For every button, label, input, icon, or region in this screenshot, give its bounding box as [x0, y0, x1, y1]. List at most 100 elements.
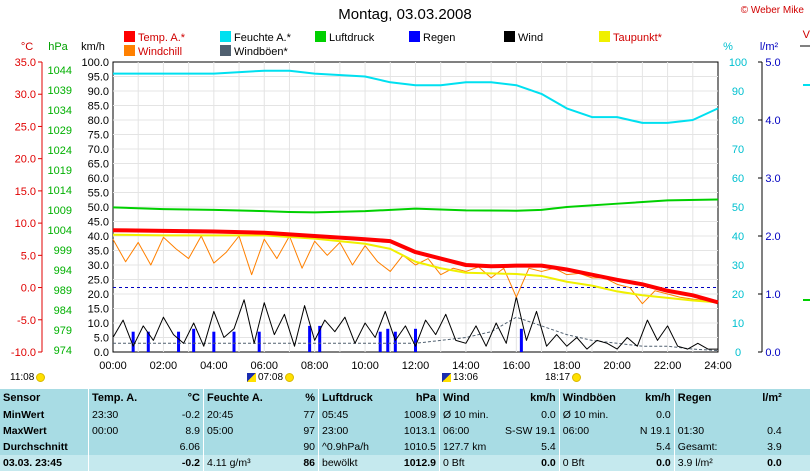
table-cell [737, 407, 785, 423]
table-cell: 97 [303, 425, 315, 437]
table-spacer [785, 407, 810, 423]
wind-tick-label: 50.0 [88, 202, 109, 214]
wind-tick-label: 35.0 [88, 246, 109, 258]
rain-tick-label: 4.0 [765, 115, 780, 127]
series-line-feuchtea [113, 69, 719, 124]
rain-bar [146, 331, 150, 352]
sun-icon [572, 372, 582, 382]
wind-tick-label: 10.0 [88, 318, 109, 330]
table-header: l/m² [762, 392, 782, 404]
legend-swatch [315, 31, 326, 42]
table-cell: 5.4 [656, 441, 671, 453]
table-cell: MaxWert [3, 425, 47, 437]
wind-tick-label: 30.0 [88, 260, 109, 272]
sunrise-icon [247, 372, 256, 382]
press-tick-label: 999 [54, 245, 72, 257]
table-cell: 86 [278, 455, 319, 471]
table-cell: 0.4 [767, 425, 782, 437]
x-tick-label: 02:00 [150, 360, 178, 372]
rain-tick-label: 0.0 [765, 347, 780, 359]
wind-tick-label: 100.0 [81, 57, 109, 69]
press-tick-label: 1019 [48, 165, 72, 177]
wind-tick-label: 75.0 [88, 130, 109, 142]
wind-tick-label: 45.0 [88, 217, 109, 229]
hum-tick-label: 70 [732, 144, 744, 156]
table-cell: 0.0 [656, 409, 671, 421]
table-header: % [305, 392, 315, 404]
left-time-marker: 11:08 [10, 372, 46, 383]
table-row: MinWert 23:30 -0.2 20:45 77 05:45 1008.9… [0, 407, 810, 423]
table-header-row: Sensor Temp. A. °C Feuchte A. % Luftdruc… [0, 389, 810, 407]
table-cell: 20:45 [203, 407, 278, 423]
legend-entry: Feuchte A.* [220, 31, 291, 44]
legend-entry: Windchill [124, 45, 182, 58]
hum-tick-label: 10 [732, 318, 744, 330]
table-header: Luftdruck [318, 389, 393, 407]
temp-tick-label: -10.0 [11, 347, 36, 359]
legend-label: Regen [423, 32, 456, 44]
hum-tick-label: 40 [732, 231, 744, 243]
table-cell: 6.06 [179, 441, 200, 453]
wind-tick-label: 40.0 [88, 231, 109, 243]
legend-swatch [220, 45, 231, 56]
table-cell: Ø 10 min. [439, 407, 502, 423]
table-spacer [785, 423, 810, 439]
sun-icon [285, 372, 295, 382]
table-header: hPa [415, 392, 436, 404]
table-row-current: 03.03. 23:45 -0.2 4.11 g/m³ 86 bewölkt 1… [0, 455, 810, 471]
table-cell: 4.11 g/m³ [203, 455, 278, 471]
press-tick-label: 989 [54, 285, 72, 297]
press-tick-label: 1039 [48, 85, 72, 97]
table-cell: -0.2 [181, 409, 200, 421]
sun-icon [36, 372, 46, 382]
table-cell: 03.03. 23:45 [0, 455, 89, 471]
table-cell: 127.7 km [439, 439, 502, 455]
rain-bar [192, 328, 196, 352]
table-cell: 1010.5 [403, 441, 436, 453]
hum-tick-label: 50 [732, 202, 744, 214]
wind-tick-label: 65.0 [88, 159, 109, 171]
x-tick-label: 00:00 [99, 360, 127, 372]
wind-tick-label: 70.0 [88, 144, 109, 156]
hum-tick-label: 80 [732, 115, 744, 127]
temp-tick-label: -5.0 [17, 315, 36, 327]
table-cell: N 19.1 [639, 425, 671, 437]
table-header: Wind [439, 389, 502, 407]
press-tick-label: 1009 [48, 205, 72, 217]
table-cell: 90 [303, 441, 315, 453]
table-cell: 01:30 [673, 423, 737, 439]
table-cell [88, 439, 155, 455]
legend-entry: Taupunkt* [599, 31, 662, 44]
legend-label: Windböen* [234, 46, 288, 58]
press-tick-label: 974 [54, 345, 72, 357]
hum-tick-label: 0 [735, 347, 741, 359]
table-header: Regen [673, 389, 737, 407]
cut-off-label: V [802, 29, 810, 41]
rain-bar [308, 325, 312, 352]
press-tick-label: 1014 [48, 185, 72, 197]
table-cell: 1008.9 [403, 409, 436, 421]
wind-tick-label: 80.0 [88, 115, 109, 127]
rain-tick-label: 1.0 [765, 289, 780, 301]
temp-tick-label: 0.0 [21, 283, 36, 295]
x-tick-label: 16:00 [503, 360, 531, 372]
legend-entry: Wind [504, 31, 543, 44]
rain-bar [212, 331, 216, 352]
weather-chart: °C hPa km/h% l/m² 35.0 30.0 25.0 20.0 15.0 10.0 5.… [11, 41, 810, 372]
series-line-windchill [112, 235, 719, 305]
sunset-label: 18:17 [545, 372, 571, 383]
hum-tick-label: 20 [732, 289, 744, 301]
wind-tick-label: 90.0 [88, 86, 109, 98]
table-header: Feuchte A. [203, 389, 278, 407]
table-cell: 06:00 [558, 423, 622, 439]
legend-swatch [220, 31, 231, 42]
temp-tick-label: 30.0 [15, 89, 36, 101]
wind-tick-label: 85.0 [88, 101, 109, 113]
table-cell: 0.0 [541, 409, 556, 421]
rain-bar [378, 331, 382, 352]
table-header: Sensor [3, 392, 41, 404]
x-tick-label: 18:00 [553, 360, 581, 372]
temp-tick-label: 20.0 [15, 154, 36, 166]
table-cell: 1012.9 [393, 455, 440, 471]
press-tick-label: 984 [54, 305, 72, 317]
